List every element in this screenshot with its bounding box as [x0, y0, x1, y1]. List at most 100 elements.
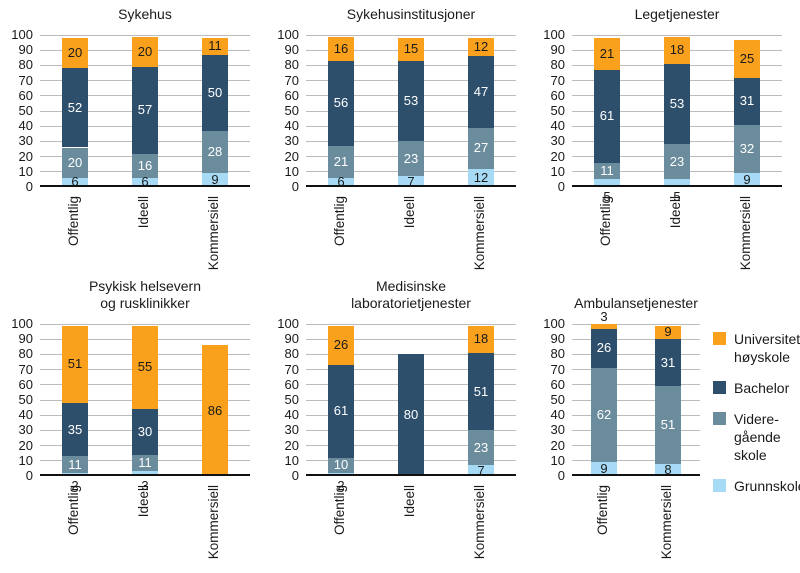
- y-tick-label: 90: [284, 331, 299, 347]
- value-label: 5: [673, 189, 681, 204]
- y-tick-label: 60: [284, 87, 299, 103]
- chart-psykisk-helsevern: Psykisk helsevern og rusklinikker 0 10 20 30…: [0, 278, 266, 573]
- bar-segment-bachelor: [328, 60, 354, 146]
- legend-item-videregaende: Videre-gående skole: [713, 410, 800, 464]
- chart-title: Sykehusinstitusjoner: [346, 6, 476, 22]
- legend-swatch-videregaende: [713, 412, 726, 425]
- y-tick-label: 30: [550, 422, 565, 438]
- bar-segment-universitet: [132, 36, 158, 67]
- value-label: 11: [208, 38, 222, 54]
- gridline: [306, 353, 516, 355]
- bar-segment-bachelor: [591, 328, 617, 369]
- y-tick-label: 40: [18, 407, 33, 423]
- y-tick-label: 80: [550, 57, 565, 73]
- value-label: 86: [207, 402, 223, 418]
- plot-area: 9 62 26 3 8 51 31 9: [572, 309, 700, 477]
- value-label: 9: [743, 172, 751, 188]
- category-label: Kommersiell: [659, 485, 674, 560]
- bar-segment-universitet: [468, 325, 494, 353]
- x-axis-line: [40, 185, 250, 187]
- y-tick-label: 100: [277, 27, 299, 42]
- y-tick-label: 30: [284, 422, 299, 438]
- y-tick-label: 0: [25, 468, 33, 483]
- gridline: [40, 34, 250, 36]
- y-tick-label: 70: [18, 72, 33, 88]
- bar-segment-universitet: [132, 325, 158, 410]
- value-label: 23: [669, 153, 685, 169]
- y-tick-label: 40: [550, 407, 565, 423]
- y-tick-label: 10: [284, 452, 299, 468]
- bar-segment-videregaende: [398, 141, 424, 177]
- value-label: 12: [473, 39, 489, 55]
- bar-segment-universitet: [591, 324, 617, 329]
- value-label: 18: [669, 42, 685, 58]
- value-label: 47: [473, 84, 489, 99]
- y-tick-label: 60: [550, 376, 565, 392]
- y-tick-label: 60: [18, 376, 33, 392]
- gridline: [306, 338, 516, 340]
- y-tick-label: 90: [550, 42, 565, 58]
- y-tick-label: 50: [284, 392, 299, 407]
- bar-segment-universitet: [734, 39, 760, 78]
- chart-sykehus: Sykehus 0 10 20 30 40 50 60 70 80 90 100 6 20 52 20 6 16 5…: [0, 0, 266, 278]
- bar-segment-bachelor: [594, 69, 620, 163]
- value-label: 9: [664, 324, 672, 340]
- y-tick-label: 60: [550, 87, 565, 103]
- value-label: 18: [473, 331, 489, 347]
- category-label: Offentlig: [66, 196, 81, 247]
- gridline: [40, 323, 250, 325]
- bar-segment-bachelor: [655, 339, 681, 387]
- bar-segment-grunnskole: [328, 177, 354, 187]
- y-tick-label: 0: [25, 179, 33, 194]
- y-tick-label: 70: [550, 72, 565, 88]
- bar-segment-videregaende: [594, 162, 620, 180]
- value-label: 61: [599, 108, 615, 124]
- y-tick-label: 40: [550, 118, 565, 134]
- bar-segment-videregaende: [202, 130, 228, 174]
- y-tick-label: 30: [18, 133, 33, 149]
- gridline: [572, 384, 700, 386]
- y-tick-label: 20: [284, 437, 299, 453]
- bar-segment-universitet: [468, 38, 494, 57]
- bar-segment-universitet: [328, 325, 354, 366]
- bar-segment-bachelor: [132, 409, 158, 455]
- legend-label: Grunnskole: [734, 478, 800, 494]
- value-label: 7: [477, 462, 485, 478]
- y-tick-label: 70: [550, 361, 565, 377]
- bar-segment-videregaende: [734, 124, 760, 174]
- category-label: Kommersiell: [206, 196, 221, 271]
- y-tick-label: 90: [550, 331, 565, 347]
- value-label: 12: [473, 169, 489, 185]
- bar-segment-grunnskole: [664, 179, 690, 187]
- bar-segment-grunnskole: [62, 177, 88, 187]
- bar-segment-bachelor: [398, 60, 424, 142]
- value-label: 11: [138, 455, 152, 471]
- bar-segment-grunnskole: [398, 176, 424, 187]
- value-label: 7: [407, 173, 415, 189]
- value-label: 51: [473, 383, 489, 399]
- gridline: [572, 399, 700, 401]
- value-label: 20: [137, 43, 153, 59]
- y-tick-label: 50: [550, 392, 565, 407]
- y-tick-label: 100: [543, 27, 565, 42]
- gridline: [306, 34, 516, 36]
- bar-segment-videregaende: [655, 386, 681, 464]
- bar-segment-bachelor: [328, 365, 354, 458]
- value-label: 8: [664, 461, 672, 477]
- value-label: 32: [739, 141, 755, 156]
- chart-sykehusinstitusjoner: Sykehusinstitusjoner 0 10 20 30 40 50 60 70 80 90 1…: [266, 0, 532, 278]
- y-tick-label: 10: [550, 452, 565, 468]
- chart-title: Legetjenester: [634, 6, 720, 22]
- legend-label: Videre-gående skole: [734, 411, 781, 463]
- value-label: 16: [137, 157, 153, 173]
- y-tick-label: 70: [284, 361, 299, 377]
- plot-area: 2 11 35 51 3 11 30 55 86: [40, 323, 250, 493]
- y-tick-label: 20: [18, 437, 33, 453]
- bar-segment-universitet: [664, 36, 690, 64]
- value-label: 55: [137, 359, 153, 375]
- value-label: 35: [67, 421, 83, 437]
- y-tick-label: 90: [18, 42, 33, 58]
- value-label: 3: [600, 309, 608, 324]
- legend-label: Universitet/høyskole: [734, 331, 800, 365]
- chart-medisinske-laboratorietjenester: Medisinske laboratorietjenester 0 10 20 30 40…: [266, 278, 532, 573]
